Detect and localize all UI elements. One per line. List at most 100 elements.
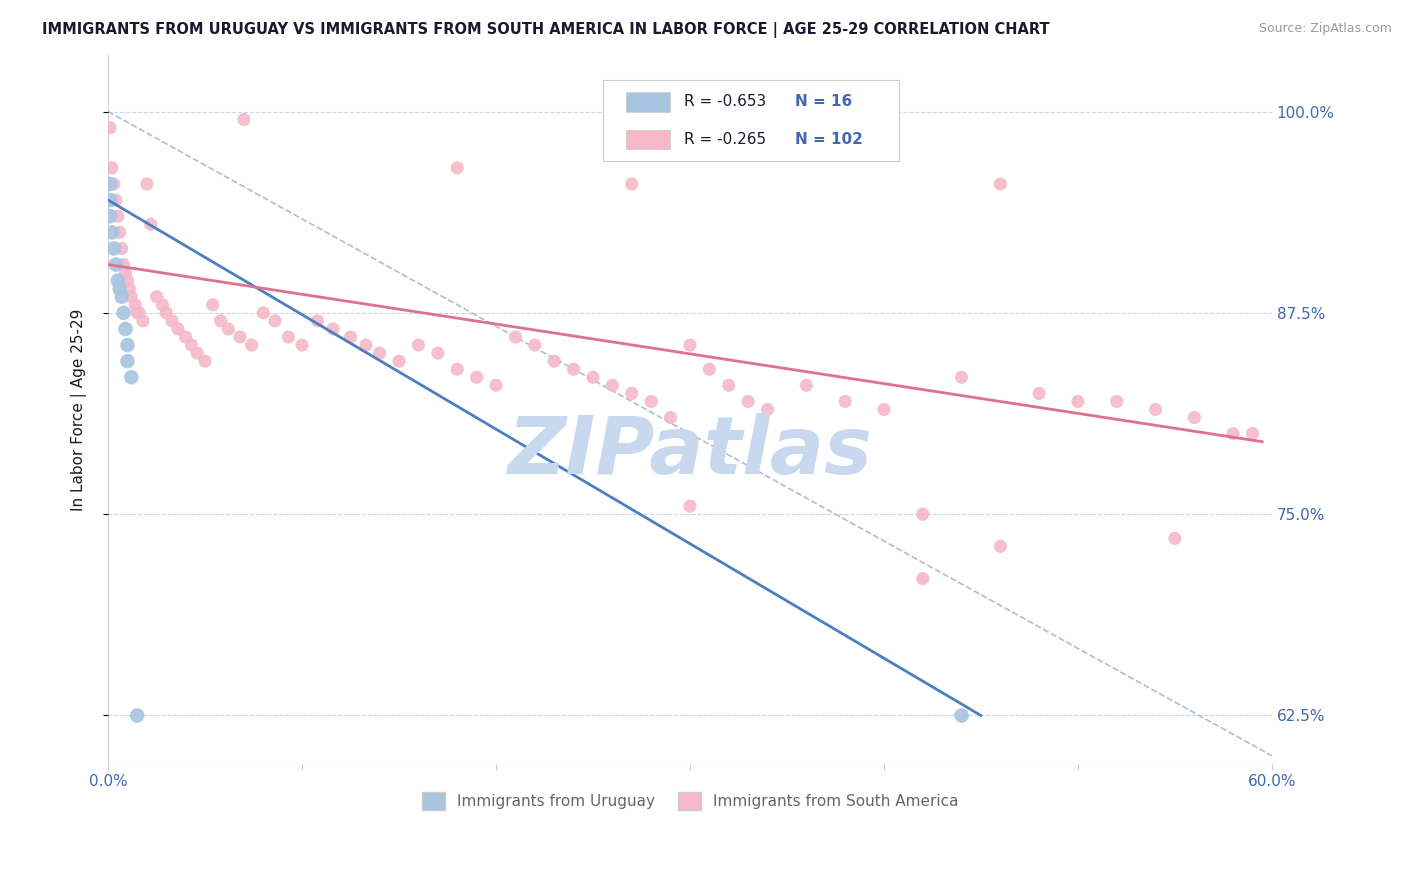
Point [834, 394, 856, 409]
Point [1241, 426, 1264, 441]
Point [111, 290, 134, 304]
Point [408, 338, 430, 352]
Legend: Immigrants from Uruguay, Immigrants from South America: Immigrants from Uruguay, Immigrants from… [416, 786, 965, 816]
Point [911, 572, 934, 586]
Point [98, 193, 121, 207]
Point [307, 314, 329, 328]
Point [426, 346, 449, 360]
Bar [626, 92, 671, 112]
Point [523, 338, 546, 352]
Point [1164, 532, 1187, 546]
Point [602, 378, 624, 392]
Point [201, 298, 224, 312]
Point [104, 258, 127, 272]
Bar [626, 129, 671, 149]
Point [114, 322, 136, 336]
Point [485, 378, 508, 392]
Point [112, 306, 135, 320]
Point [873, 402, 896, 417]
Point [104, 193, 127, 207]
Point [562, 362, 585, 376]
Point [1105, 394, 1128, 409]
Point [291, 338, 314, 352]
Point [277, 330, 299, 344]
Point [111, 241, 134, 255]
Point [167, 322, 190, 336]
Point [1182, 410, 1205, 425]
Point [107, 274, 129, 288]
Point [108, 225, 131, 239]
Text: IMMIGRANTS FROM URUGUAY VS IMMIGRANTS FROM SOUTH AMERICA IN LABOR FORCE | AGE 25: IMMIGRANTS FROM URUGUAY VS IMMIGRANTS FR… [42, 22, 1050, 38]
Point [209, 314, 232, 328]
Point [1144, 402, 1167, 417]
Point [659, 410, 682, 425]
Point [103, 241, 125, 255]
Point [796, 378, 818, 392]
Text: R = -0.265: R = -0.265 [685, 132, 766, 147]
Point [103, 177, 125, 191]
Point [620, 386, 643, 401]
Point [232, 112, 254, 127]
Point [679, 499, 702, 513]
Text: N = 16: N = 16 [794, 95, 852, 110]
Point [252, 306, 274, 320]
Point [217, 322, 239, 336]
Point [446, 362, 468, 376]
Point [117, 274, 139, 288]
Text: R = -0.653: R = -0.653 [685, 95, 766, 110]
Point [1222, 426, 1244, 441]
Point [446, 161, 468, 175]
Point [640, 394, 662, 409]
Point [132, 314, 155, 328]
Point [388, 354, 411, 368]
Point [620, 177, 643, 191]
Point [101, 225, 124, 239]
Point [194, 354, 217, 368]
Point [135, 177, 157, 191]
Point [368, 346, 391, 360]
Point [339, 330, 361, 344]
Point [117, 354, 139, 368]
Point [174, 330, 197, 344]
Point [950, 370, 973, 384]
Point [114, 266, 136, 280]
Point [118, 282, 141, 296]
Point [229, 330, 252, 344]
Text: Source: ZipAtlas.com: Source: ZipAtlas.com [1258, 22, 1392, 36]
FancyBboxPatch shape [603, 80, 900, 161]
Point [120, 290, 142, 304]
Point [737, 394, 759, 409]
Point [98, 177, 121, 191]
Point [124, 298, 146, 312]
Point [988, 177, 1011, 191]
Point [186, 346, 208, 360]
Point [988, 540, 1011, 554]
Point [117, 338, 139, 352]
Point [107, 209, 129, 223]
Point [98, 120, 121, 135]
Text: N = 102: N = 102 [794, 132, 863, 147]
Point [911, 507, 934, 521]
Point [756, 402, 779, 417]
Point [139, 217, 162, 231]
Point [101, 161, 124, 175]
Point [699, 362, 721, 376]
Point [128, 306, 150, 320]
Point [127, 708, 149, 723]
Point [127, 306, 149, 320]
Point [112, 258, 135, 272]
Point [120, 370, 142, 384]
Point [582, 370, 605, 384]
Point [98, 209, 121, 223]
Point [1067, 394, 1090, 409]
Y-axis label: In Labor Force | Age 25-29: In Labor Force | Age 25-29 [72, 309, 87, 510]
Point [322, 322, 344, 336]
Text: ZIPatlas: ZIPatlas [508, 413, 873, 491]
Point [543, 354, 565, 368]
Point [465, 370, 488, 384]
Point [160, 314, 183, 328]
Point [264, 314, 287, 328]
Point [150, 298, 173, 312]
Point [180, 338, 202, 352]
Point [240, 338, 263, 352]
